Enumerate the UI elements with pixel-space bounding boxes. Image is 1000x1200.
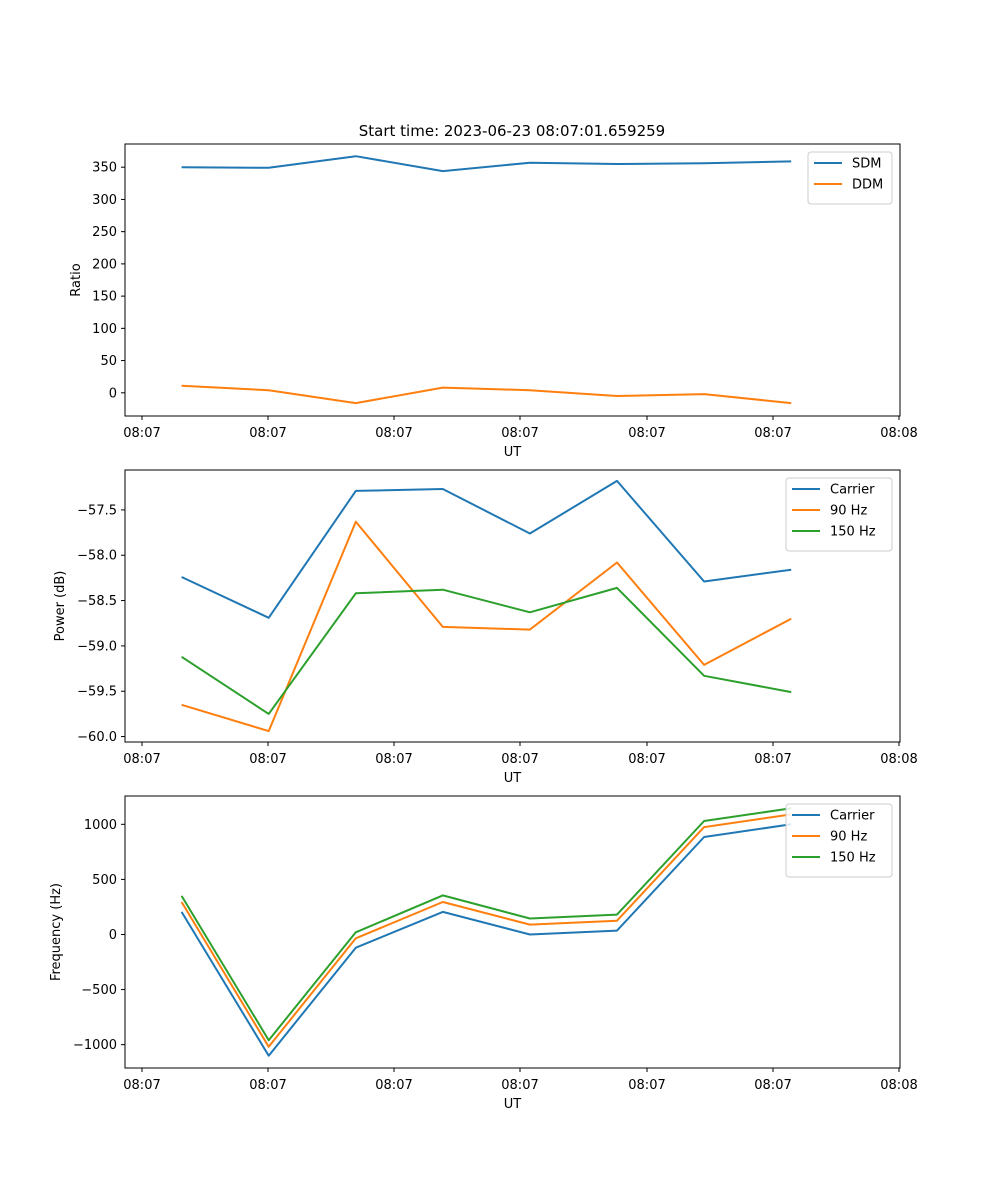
x-tick-label: 08:07 [628, 426, 665, 441]
y-tick-label: 300 [92, 193, 117, 208]
legend-label: Carrier [830, 809, 875, 824]
power-panel: −60.0 −59.5 −59.0 −58.5 −58.0 −57.5 08:07 08:07… [53, 469, 918, 786]
x-tick-label: 08:07 [375, 426, 412, 441]
y-tick-label: 1000 [84, 818, 117, 833]
plot-frame [124, 469, 901, 743]
series-line-carrier [180, 823, 792, 1057]
legend-label: DDM [852, 178, 883, 193]
x-tick-label: 08:07 [754, 752, 791, 767]
y-tick-label: −500 [81, 983, 117, 998]
x-tick-label: 08:07 [249, 426, 286, 441]
y-tick-label: 500 [92, 873, 117, 888]
legend: Carrier 90 Hz 150 Hz [785, 477, 893, 552]
y-tick-label: −1000 [73, 1038, 117, 1053]
legend-label: 90 Hz [830, 830, 867, 845]
y-tick-label: −59.5 [77, 685, 117, 700]
x-tick-label: 08:07 [501, 1078, 538, 1093]
plot-frame [124, 143, 901, 417]
y-tick-label: 0 [109, 928, 117, 943]
y-tick-label: 350 [92, 161, 117, 176]
y-axis-label: Ratio [69, 263, 84, 296]
x-tick-label: 08:07 [501, 426, 538, 441]
legend: SDM DDM [807, 151, 893, 205]
x-axis-label: UT [504, 1097, 522, 1112]
ratio-panel: 0 50 100 150 200 250 300 350 08:07 08:07 08:07 08:0… [69, 143, 918, 460]
x-tick-label: 08:07 [375, 752, 412, 767]
y-tick-label: 150 [92, 290, 117, 305]
x-tick-label: 08:07 [123, 426, 160, 441]
figure-title: Start time: 2023-06-23 08:07:01.659259 [359, 122, 665, 140]
y-tick-label: −58.0 [77, 549, 117, 564]
y-tick-label: −57.5 [77, 503, 117, 518]
x-tick-label: 08:07 [628, 1078, 665, 1093]
y-tick-label: 50 [100, 354, 117, 369]
x-tick-label: 08:07 [501, 752, 538, 767]
y-axis-label: Frequency (Hz) [49, 883, 64, 981]
x-tick-label: 08:07 [754, 426, 791, 441]
legend-label: 150 Hz [830, 851, 876, 866]
x-tick-label: 08:08 [880, 426, 917, 441]
y-tick-label: −58.5 [77, 594, 117, 609]
x-axis-label: UT [504, 771, 522, 786]
series-line-150-hz [180, 807, 792, 1042]
x-tick-label: 08:08 [880, 752, 917, 767]
x-tick-label: 08:07 [375, 1078, 412, 1093]
y-tick-label: 250 [92, 225, 117, 240]
y-tick-label: 0 [109, 386, 117, 401]
y-tick-label: 100 [92, 322, 117, 337]
series-line-ddm [181, 384, 792, 405]
x-tick-label: 08:07 [249, 752, 286, 767]
x-tick-label: 08:08 [880, 1078, 917, 1093]
legend-label: 150 Hz [830, 525, 876, 540]
x-tick-label: 08:07 [123, 1078, 160, 1093]
x-tick-label: 08:07 [628, 752, 665, 767]
legend: Carrier 90 Hz 150 Hz [785, 803, 893, 878]
x-tick-label: 08:07 [123, 752, 160, 767]
series-line-carrier [181, 479, 792, 619]
frequency-panel: −1000 −500 0 500 1000 08:07 08:07 08:07 08:07 08:… [49, 795, 918, 1112]
series-line-90-hz [180, 813, 792, 1048]
x-axis-label: UT [504, 445, 522, 460]
legend-label: Carrier [830, 483, 875, 498]
x-tick-label: 08:07 [249, 1078, 286, 1093]
legend-box [785, 803, 893, 878]
legend-label: SDM [852, 157, 881, 172]
legend-box [807, 151, 893, 205]
x-tick-label: 08:07 [754, 1078, 791, 1093]
series-line-sdm [181, 155, 792, 173]
y-tick-label: −60.0 [77, 730, 117, 745]
y-tick-label: −59.0 [77, 639, 117, 654]
y-tick-label: 200 [92, 257, 117, 272]
series-line-150-hz [181, 586, 792, 715]
series-line-90-hz [181, 520, 792, 733]
legend-label: 90 Hz [830, 504, 867, 519]
legend-box [785, 477, 893, 552]
plot-frame [124, 795, 901, 1069]
y-axis-label: Power (dB) [53, 571, 68, 642]
